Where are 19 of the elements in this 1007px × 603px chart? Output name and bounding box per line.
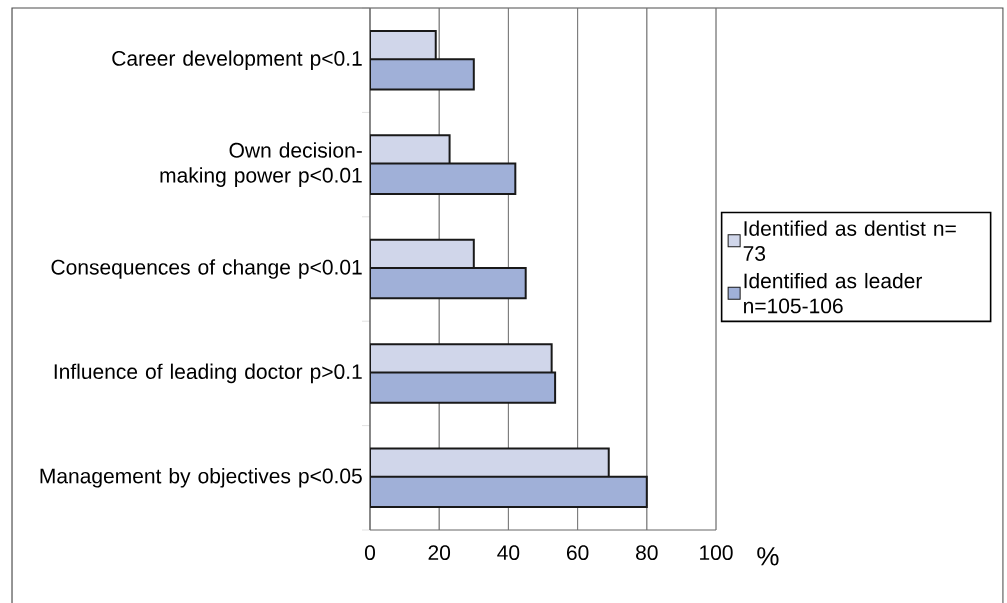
legend-label: Identified as dentist n= 73 xyxy=(743,220,956,261)
y-tick-label: Influence of leading doctor p>0.1 xyxy=(54,363,362,384)
x-tick-label: 80 xyxy=(636,545,658,561)
bar xyxy=(370,475,648,509)
x-tick-label: 60 xyxy=(566,545,589,561)
x-tick-label: 100 xyxy=(700,545,733,561)
bar xyxy=(370,267,527,300)
bar xyxy=(370,162,517,195)
x-axis-title: % xyxy=(757,547,779,566)
bar xyxy=(370,58,475,91)
y-tick-label: Career development p<0.1 xyxy=(112,50,362,70)
y-tick-label: Management by objectives p<0.05 xyxy=(40,468,362,488)
y-tick-label: Consequences of change p<0.01 xyxy=(51,259,362,279)
x-tick-label: 20 xyxy=(428,545,451,561)
bar xyxy=(370,371,557,404)
legend-label: Identified as leader n=105-106 xyxy=(744,272,923,314)
x-tick-label: 0 xyxy=(364,545,376,561)
x-tick-label: 40 xyxy=(497,545,520,561)
y-tick-label: Own decision-making power p<0.01 xyxy=(160,142,362,187)
